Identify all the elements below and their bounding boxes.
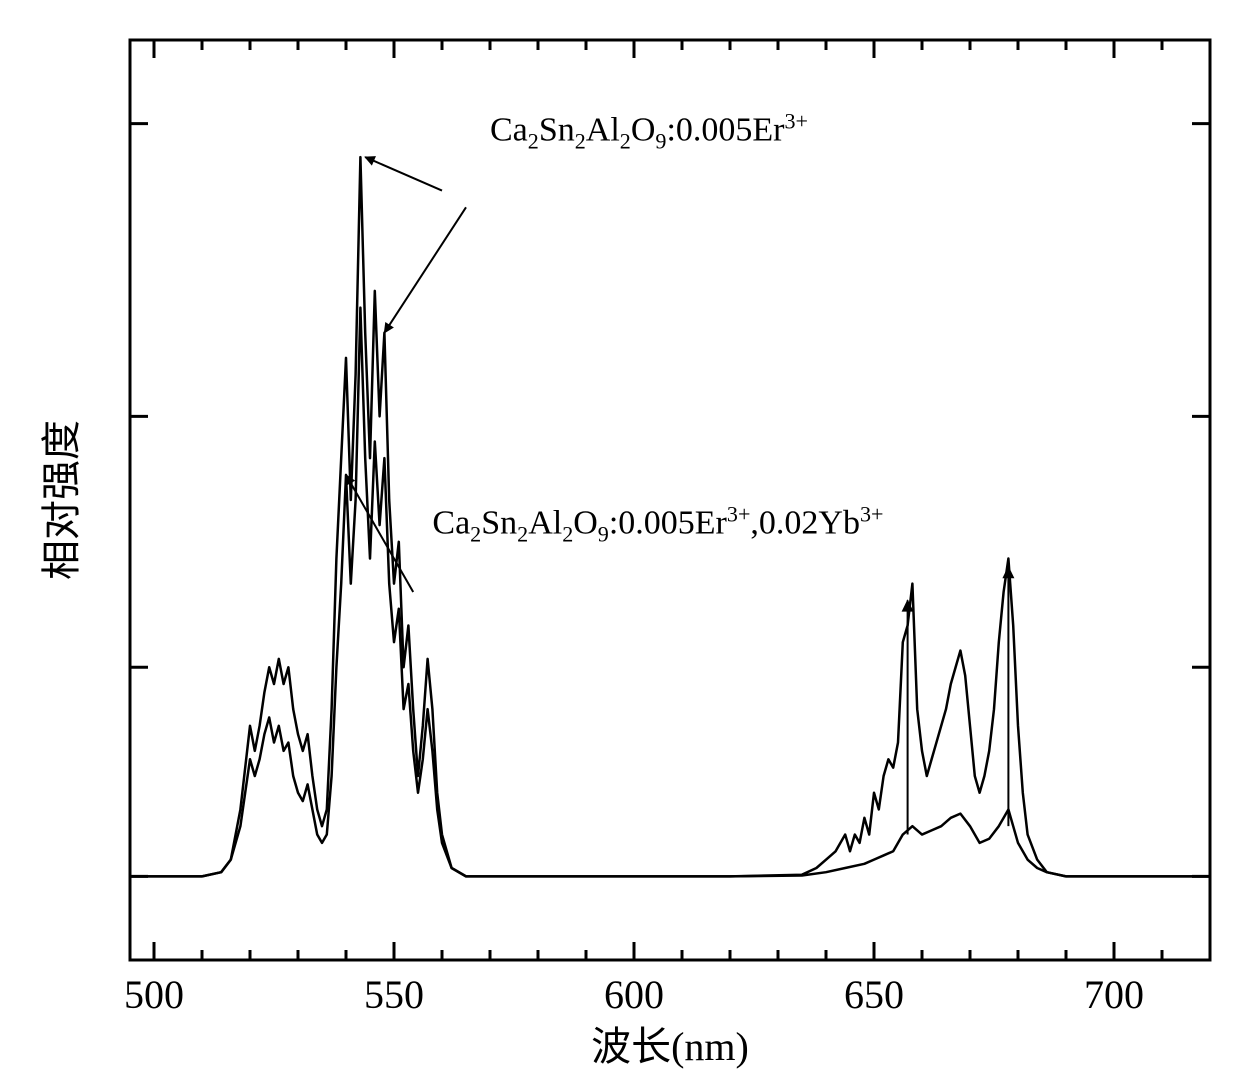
x-tick-label: 600 [604,972,664,1017]
x-tick-label: 550 [364,972,424,1017]
spectrum-chart: 500 550 600 650 700 波长(nm) 相对强度 Ca2Sn2Al2O9:0.0… [0,0,1240,1080]
chart-svg: 500 550 600 650 700 波长(nm) 相对强度 Ca2Sn2Al2O9:0.0… [0,0,1240,1080]
y-axis-label: 相对强度 [39,420,84,580]
x-tick-label: 650 [844,972,904,1017]
annotation-label: Ca2Sn2Al2O9:0.005Er3+,0.02Yb3+ [432,501,883,546]
x-axis-label: 波长(nm) [591,1024,749,1069]
x-tick-label: 500 [124,972,184,1017]
x-tick-label: 700 [1084,972,1144,1017]
